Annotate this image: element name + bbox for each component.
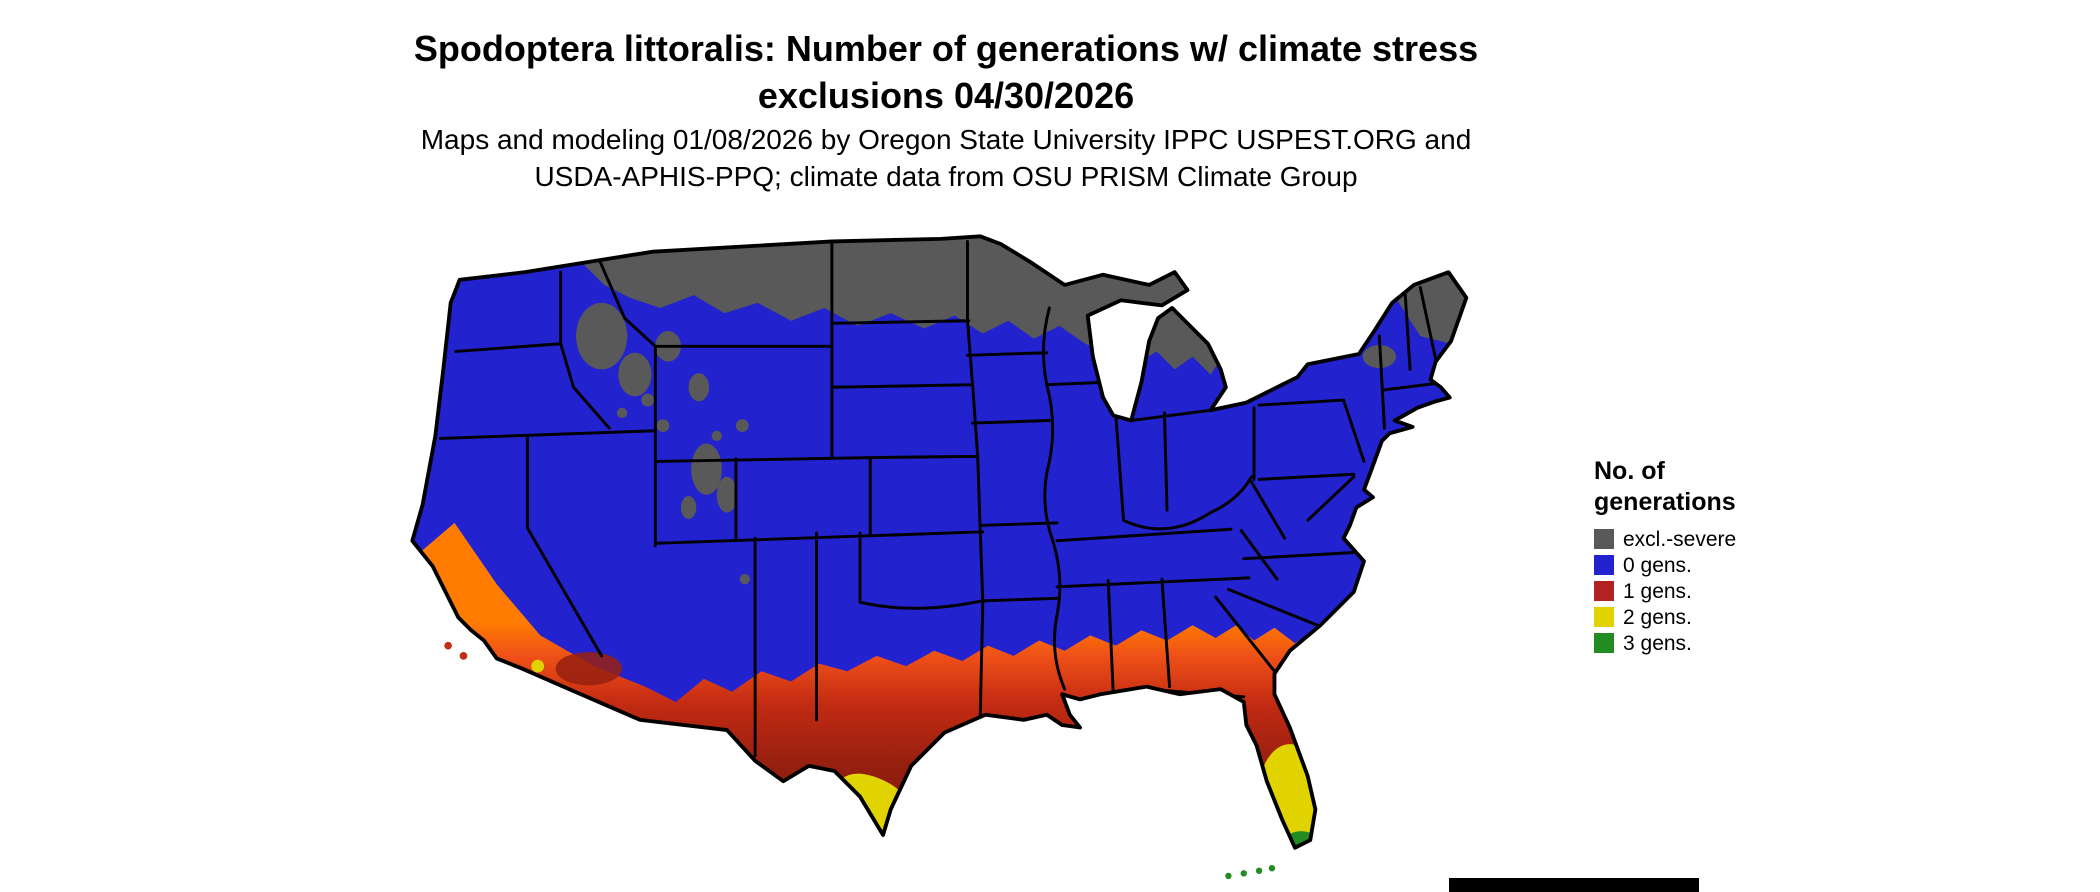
legend-item-excl-severe: excl.-severe <box>1594 526 1736 552</box>
title-line-1: Spodoptera littoralis: Number of generat… <box>413 28 1479 69</box>
legend-swatch-2-gens <box>1594 607 1614 627</box>
legend-label-0-gens: 0 gens. <box>1623 553 1692 577</box>
region-3-gens <box>1280 831 1322 848</box>
legend-swatch-1-gens <box>1594 581 1614 601</box>
legend-item-1-gens: 1 gens. <box>1594 578 1736 604</box>
legend-swatch-3-gens <box>1594 633 1614 653</box>
legend-label-2-gens: 2 gens. <box>1623 605 1692 629</box>
legend-item-2-gens: 2 gens. <box>1594 604 1736 630</box>
page-subtitle: Maps and modeling 01/08/2026 by Oregon S… <box>0 122 1892 196</box>
legend-label-1-gens: 1 gens. <box>1623 579 1692 603</box>
desert-dark-red-zone <box>555 652 623 686</box>
us-map <box>410 234 1469 880</box>
state-borders <box>438 239 1438 758</box>
channel-islands <box>444 641 468 660</box>
legend-item-3-gens: 3 gens. <box>1594 630 1736 656</box>
map-container <box>333 218 1561 884</box>
title-line-2: exclusions 04/30/2026 <box>757 74 1135 116</box>
us-outline <box>410 234 1469 850</box>
legend-title: No. of generations <box>1594 456 1736 517</box>
legend: No. of generations excl.-severe 0 gens. … <box>1594 456 1736 656</box>
legend-swatch-0-gens <box>1594 555 1614 575</box>
map-neatline-fragment <box>1449 878 1699 892</box>
legend-title-line-1: No. of <box>1594 457 1665 485</box>
legend-title-line-2: generations <box>1594 487 1736 516</box>
legend-item-0-gens: 0 gens. <box>1594 552 1736 578</box>
subtitle-line-1: Maps and modeling 01/08/2026 by Oregon S… <box>420 124 1472 155</box>
legend-swatch-excl-severe <box>1594 529 1614 549</box>
legend-items: excl.-severe 0 gens. 1 gens. 2 gens. 3 g… <box>1594 526 1736 656</box>
page-title: Spodoptera littoralis: Number of generat… <box>0 26 1892 120</box>
legend-label-excl-severe: excl.-severe <box>1623 527 1737 551</box>
subtitle-line-2: USDA-APHIS-PPQ; climate data from OSU PR… <box>534 160 1358 192</box>
legend-label-3-gens: 3 gens. <box>1623 631 1692 655</box>
florida-keys <box>1225 865 1276 880</box>
